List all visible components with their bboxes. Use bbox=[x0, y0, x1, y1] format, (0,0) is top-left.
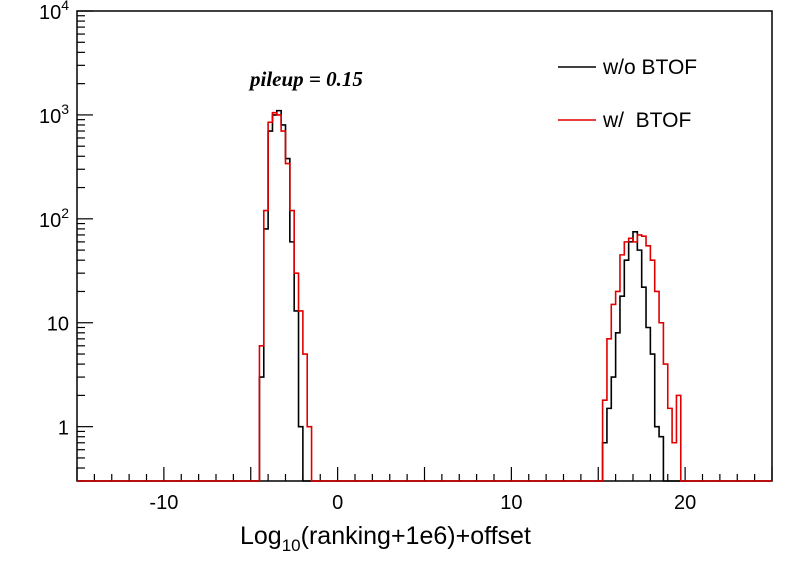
series-layer bbox=[77, 109, 772, 482]
x-tick-label: -10 bbox=[149, 492, 178, 514]
series-wo-btof-line bbox=[77, 109, 772, 482]
axis-ticks bbox=[76, 10, 773, 482]
x-axis-label-suffix: (ranking+1e6)+offset bbox=[301, 522, 531, 550]
x-tick-label: 10 bbox=[500, 492, 522, 514]
y-tick-label: 102 bbox=[39, 205, 69, 232]
legend: w/o BTOF w/ BTOF bbox=[558, 56, 697, 132]
series-w-btof-line bbox=[77, 111, 772, 482]
x-tick-label: 20 bbox=[674, 492, 696, 514]
plot-frame bbox=[76, 10, 773, 482]
y-tick-label: 1 bbox=[58, 418, 69, 440]
legend-label-w-btof: w/ BTOF bbox=[602, 109, 691, 132]
y-tick-label: 104 bbox=[39, 0, 69, 24]
tick-labels: -10 0 10 20 1 10 102 103 104 bbox=[39, 0, 696, 514]
x-axis-label-subscript: 10 bbox=[282, 536, 301, 555]
x-axis-label: Log10(ranking+1e6)+offset bbox=[240, 522, 531, 555]
legend-label-wo-btof: w/o BTOF bbox=[602, 56, 697, 79]
y-tick-label: 103 bbox=[39, 101, 69, 128]
y-tick-label: 10 bbox=[47, 314, 69, 336]
x-tick-label: 0 bbox=[332, 492, 343, 514]
pileup-annotation: pileup = 0.15 bbox=[248, 67, 363, 91]
x-axis-label-prefix: Log bbox=[240, 522, 282, 550]
